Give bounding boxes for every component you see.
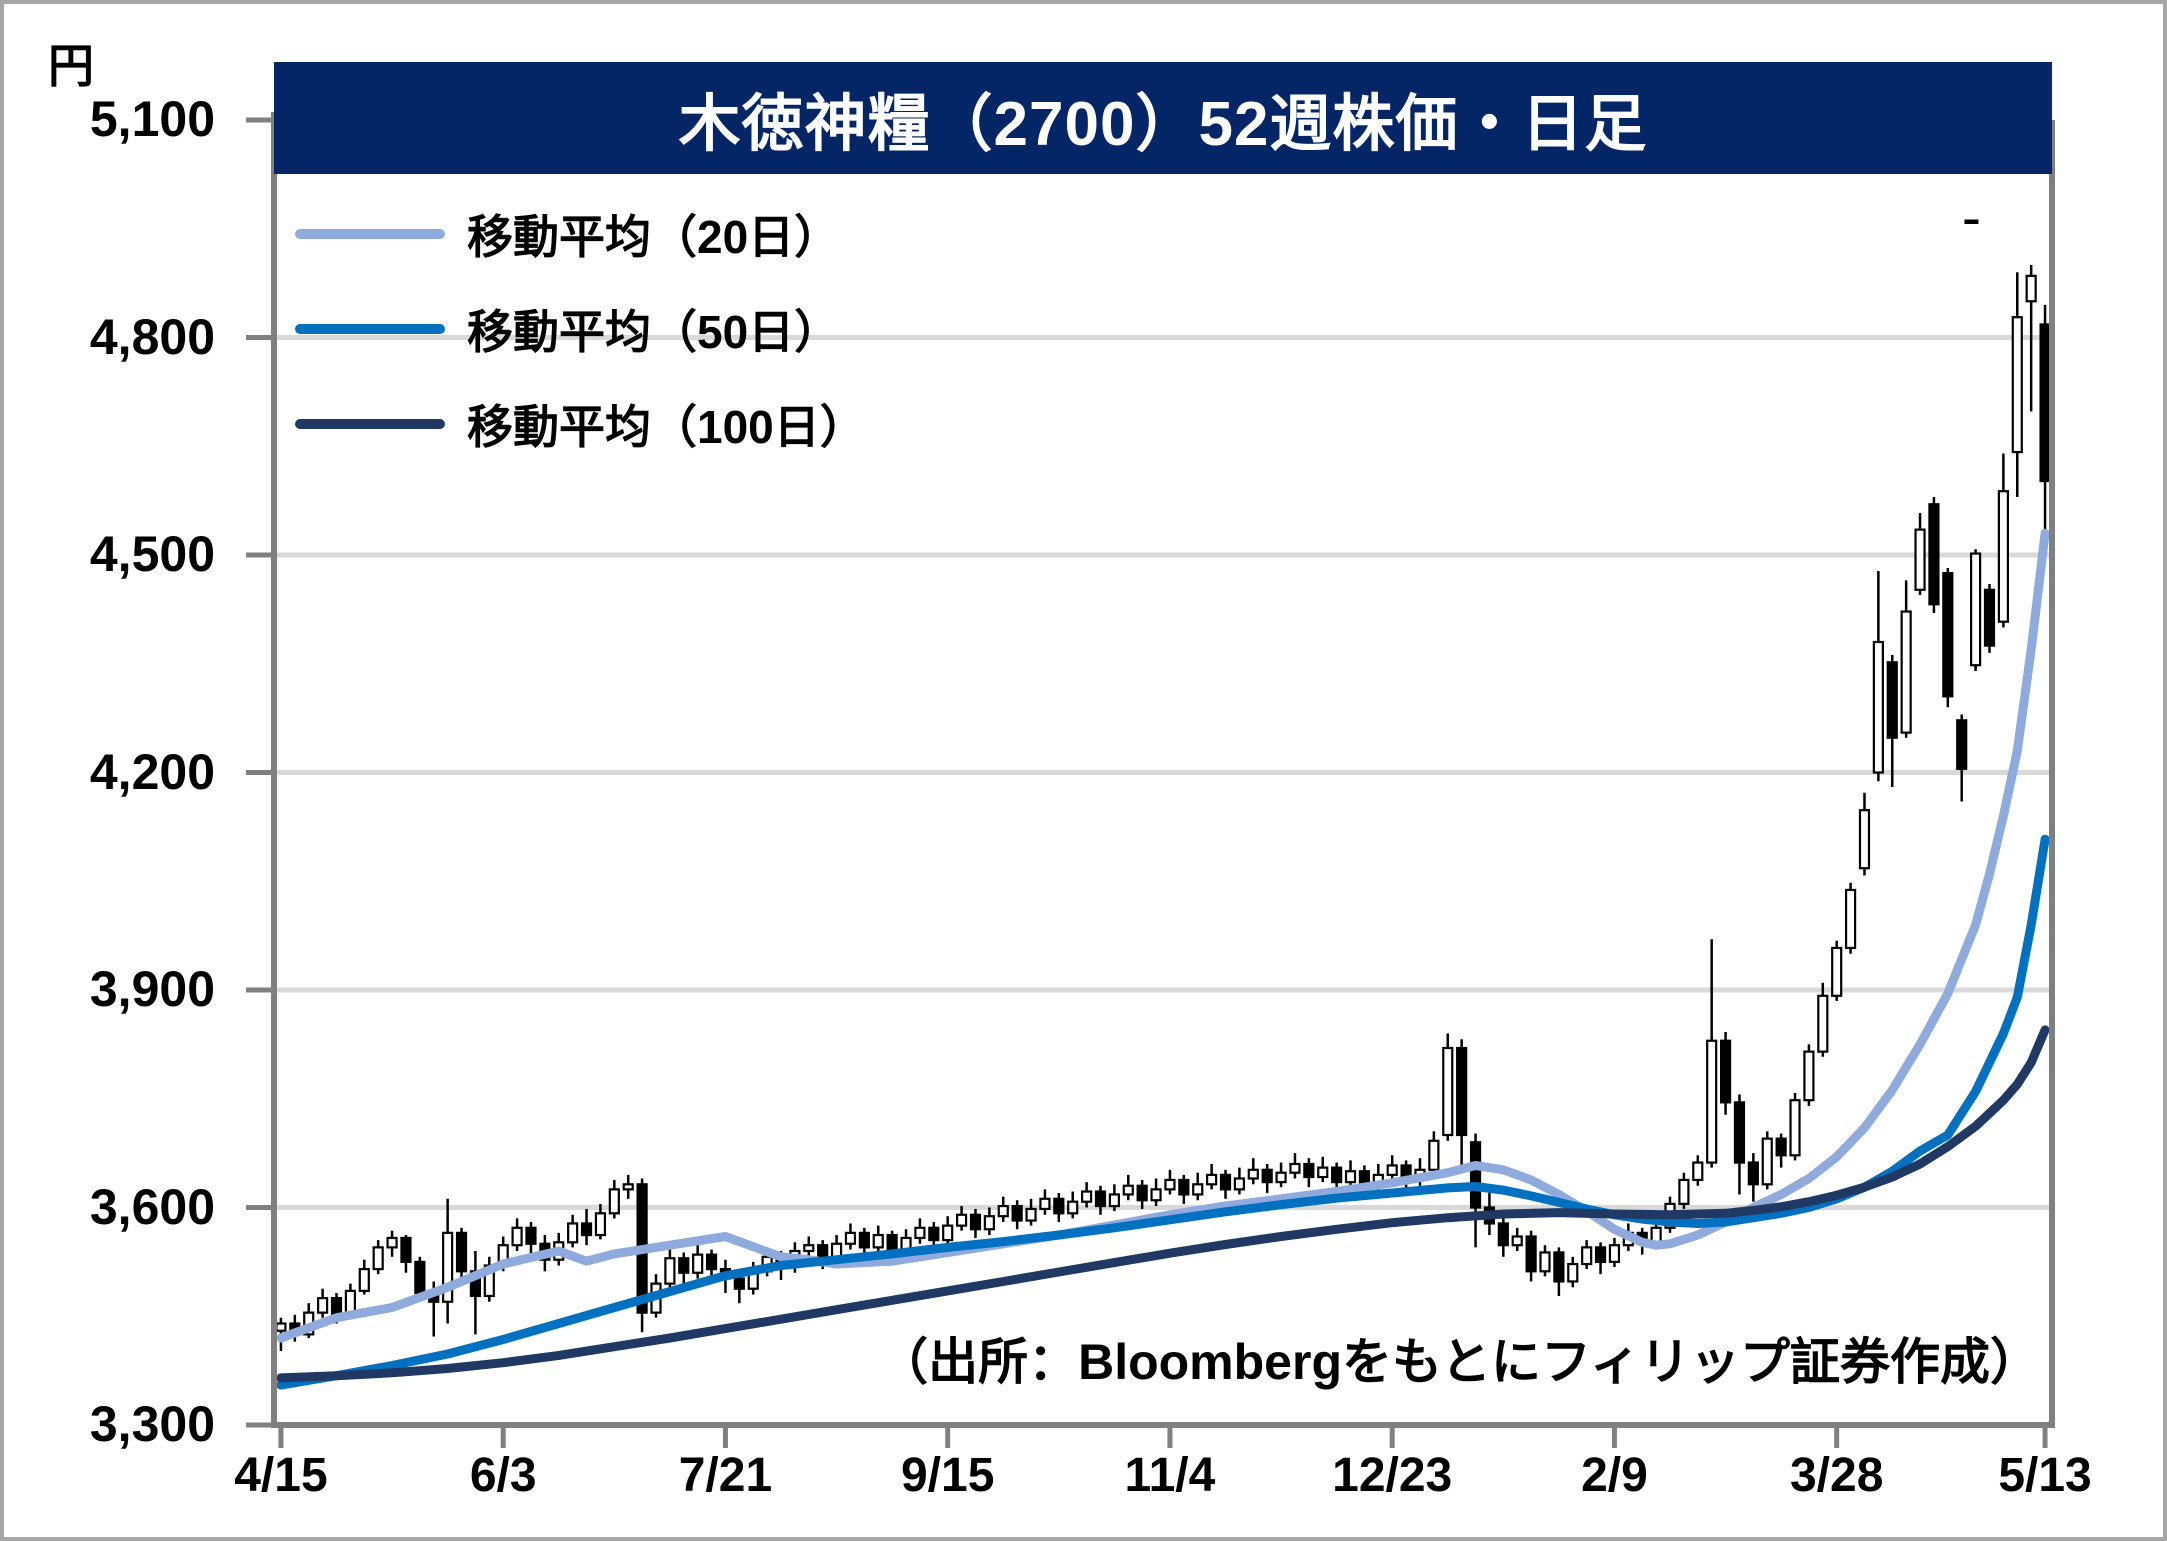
x-tick-label: 12/23	[1332, 1449, 1453, 1502]
chart-title: 木徳神糧（2700）52週株価・日足	[678, 90, 1648, 159]
ma20-line-swatch	[295, 228, 445, 239]
x-tick-label: 3/28	[1789, 1449, 1884, 1502]
x-tick-label: 2/9	[1581, 1449, 1648, 1502]
x-tick-label: 11/4	[1124, 1449, 1216, 1502]
x-tick-label: 5/13	[1998, 1449, 2092, 1502]
y-tick-label: 4,800	[89, 308, 215, 365]
x-tick-label: 7/21	[678, 1449, 773, 1502]
source-note: （出所：Bloombergをもとにフィリップ証券作成）	[878, 1334, 2040, 1390]
legend: 移動平均（20日） 移動平均（50日） 移動平均（100日）	[295, 186, 866, 471]
legend-item-ma100: 移動平均（100日）	[295, 376, 866, 471]
ma100-line-swatch	[295, 418, 445, 429]
y-tick-label: 4,500	[89, 526, 215, 582]
x-tick-label: 9/15	[900, 1449, 995, 1502]
legend-item-ma50: 移動平均（50日）	[295, 281, 866, 376]
y-axis-unit-label: 円	[48, 40, 94, 92]
x-tick-label: 6/3	[469, 1449, 537, 1502]
legend-item-ma20: 移動平均（20日）	[295, 186, 866, 281]
legend-label: 移動平均（20日）	[467, 210, 841, 263]
y-tick-label: 3,900	[89, 961, 215, 1017]
legend-label: 移動平均（100日）	[467, 400, 866, 453]
y-tick-label: 5,100	[89, 91, 215, 147]
legend-label: 移動平均（50日）	[467, 305, 841, 358]
ma50-line-swatch	[295, 323, 445, 334]
y-tick-label: 3,600	[89, 1178, 215, 1235]
x-tick-label: 4/15	[234, 1449, 328, 1502]
y-tick-label: 4,200	[89, 743, 215, 800]
chart-title-bar: 木徳神糧（2700）52週株価・日足	[274, 62, 2052, 174]
y-tick-label: 3,300	[89, 1396, 215, 1452]
